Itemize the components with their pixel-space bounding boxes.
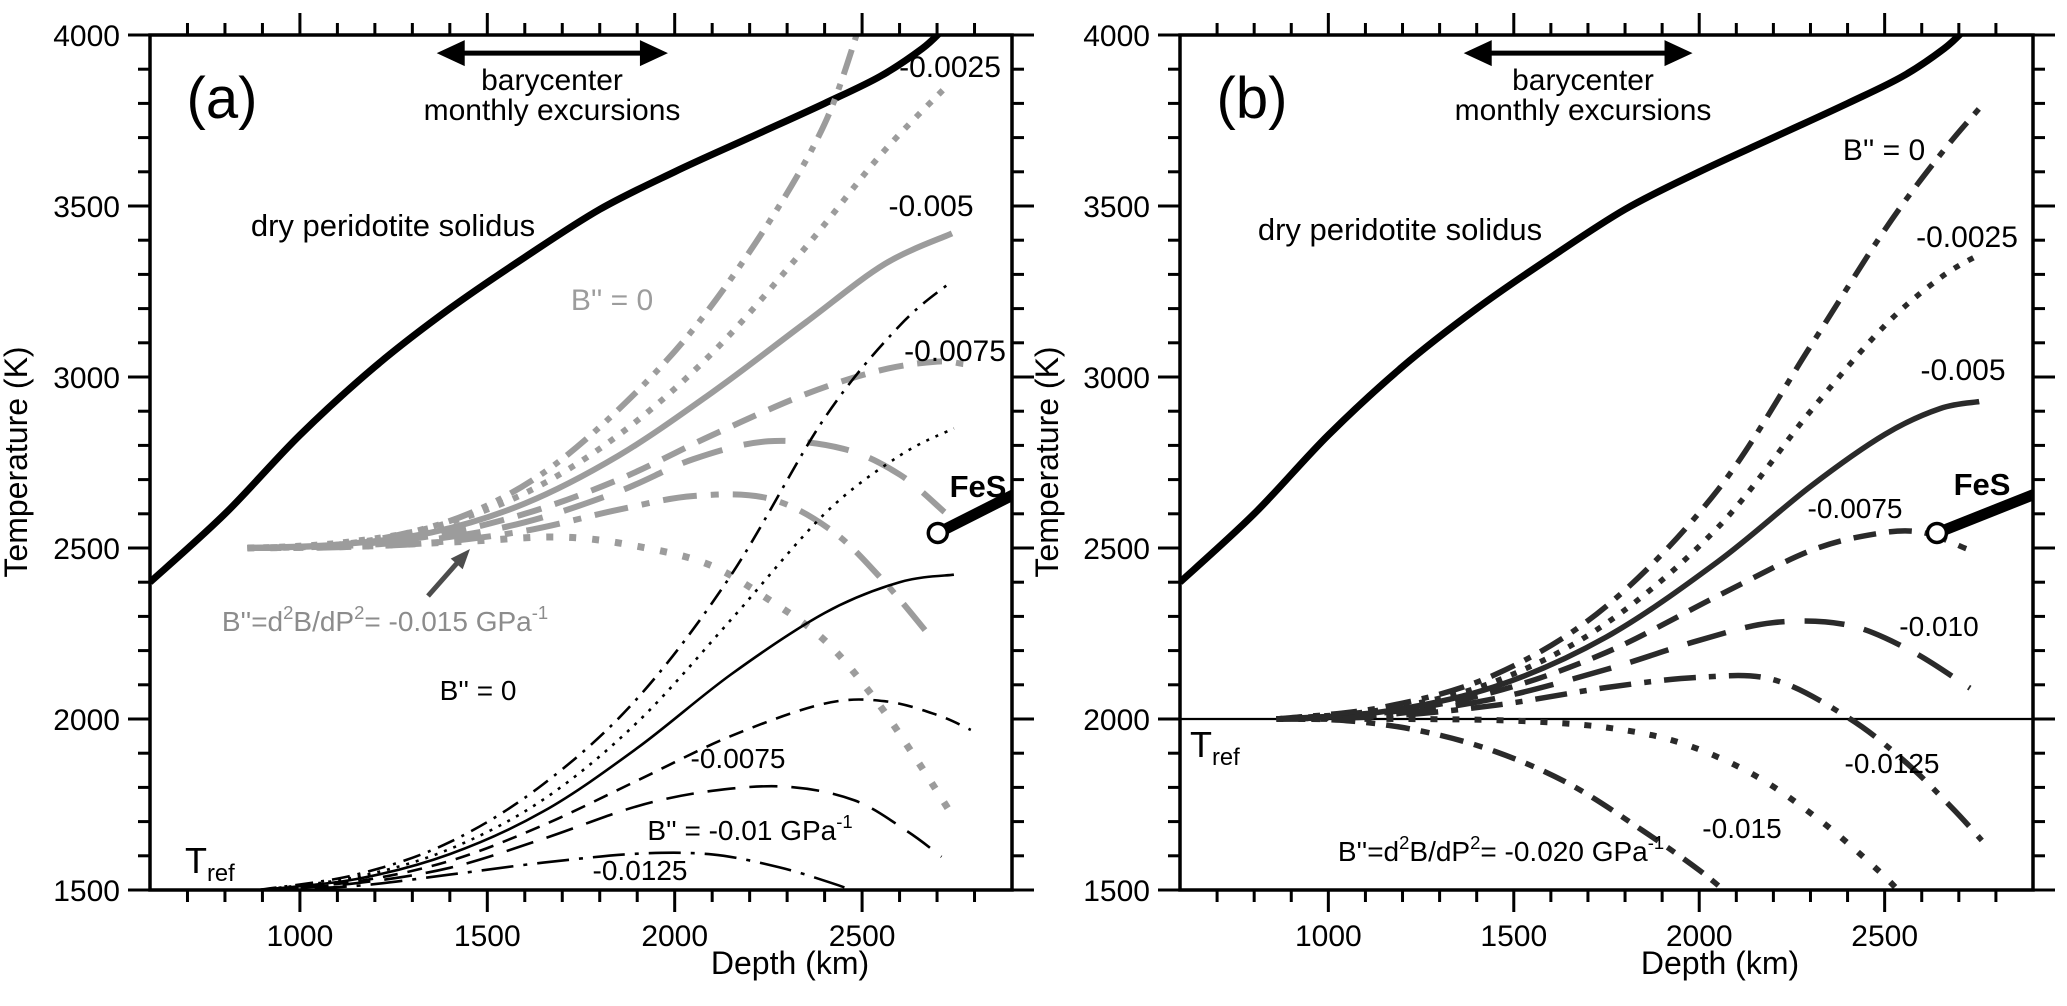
barycenter-caption-1-a: barycenter: [481, 64, 623, 97]
label-a-4: -0.005: [888, 190, 973, 223]
label-b-3: -0.0025: [1916, 221, 2018, 254]
curve-a-black-b0: [258, 280, 953, 890]
curve-b-b-005: [1276, 398, 1980, 722]
x-axis-title-a: Depth (km): [711, 945, 869, 981]
arrowhead-left-icon: [1463, 40, 1492, 67]
label-a-7: B'' = 0: [440, 675, 517, 706]
curves-a: [150, 35, 1012, 890]
label-a-12: FeS: [950, 469, 1007, 504]
label-a-1: dry peridotite solidus: [251, 208, 535, 243]
label-b-5: FeS: [1954, 467, 2011, 502]
barycenter-caption-2-a: monthly excursions: [424, 94, 681, 127]
y-tick-label-a-3000: 3000: [53, 362, 120, 395]
curve-b-b-0075: [1276, 528, 1968, 722]
y-tick-label-a-4000: 4000: [53, 20, 120, 53]
curve-a-black-0125: [258, 851, 856, 890]
curve-a-grey-010: [247, 437, 947, 551]
x-tick-label-b-2500: 2500: [1851, 920, 1918, 953]
label-b-1: dry peridotite solidus: [1258, 212, 1542, 247]
plot-frame-b: [1178, 33, 2035, 892]
y-tick-label-b-3000: 3000: [1083, 362, 1150, 395]
label-a-3: -0.0025: [899, 51, 1001, 84]
label-b-10: B''=d2B/dP2= -0.020 GPa-1: [1338, 832, 1664, 867]
label-b-6: -0.0075: [1808, 493, 1903, 524]
barycenter-arrow-a: [436, 40, 668, 67]
y-axis-title-b: Temperature (K): [1029, 346, 1065, 577]
y-tick-label-b-2000: 2000: [1083, 704, 1150, 737]
x-tick-label-b-1000: 1000: [1295, 920, 1362, 953]
y-axis-title-a: Temperature (K): [0, 346, 34, 577]
x-tick-label-b-1500: 1500: [1480, 920, 1547, 953]
barycenter-caption-1-b: barycenter: [1512, 64, 1654, 97]
fes-open-circle-a: [926, 521, 950, 545]
label-a-2: B'' = 0: [571, 284, 653, 317]
fes-open-circle-b: [1925, 521, 1949, 545]
label-a-5: -0.0075: [904, 335, 1006, 368]
label-a-0: (a): [187, 66, 258, 131]
curve-b-b-010: [1276, 618, 1972, 722]
curve-a-black-005: [258, 573, 955, 890]
y-tick-label-a-3500: 3500: [53, 191, 120, 224]
y-tick-label-b-3500: 3500: [1083, 191, 1150, 224]
label-b-8: -0.0125: [1845, 748, 1940, 779]
label-b-0: (b): [1217, 66, 1288, 131]
curve-b-b-0125: [1276, 672, 1984, 843]
fes-line-a: [935, 489, 1012, 538]
ticks-b: [1158, 13, 2055, 912]
y-tick-label-a-1500: 1500: [53, 875, 120, 908]
x-tick-label-b-2000: 2000: [1666, 920, 1733, 953]
panel-a: 1000 1500 2000 2500 1500 2000 2500 3000 3500 4000…: [0, 13, 1034, 981]
label-a-11: Tref: [185, 840, 235, 887]
curve-b-b-015: [1276, 715, 1902, 890]
label-a-9: B'' = -0.01 GPa-1: [647, 811, 852, 846]
label-b-9: -0.015: [1702, 813, 1781, 844]
barycenter-arrow-b: [1463, 40, 1693, 67]
curve-a-grey-015: [247, 533, 954, 814]
x-tick-label-a-2000: 2000: [641, 920, 708, 953]
pointer-arrow-icon: [426, 549, 470, 598]
label-b-11: Tref: [1190, 724, 1240, 771]
x-tick-label-a-1000: 1000: [267, 920, 334, 953]
y-tick-label-b-2500: 2500: [1083, 533, 1150, 566]
y-tick-label-a-2500: 2500: [53, 533, 120, 566]
label-a-6: B''=d2B/dP2= -0.015 GPa-1: [222, 602, 548, 637]
x-axis-title-b: Depth (km): [1641, 945, 1799, 981]
curve-b-b-b0: [1276, 106, 1982, 722]
ticks-a: [128, 13, 1034, 912]
y-tick-label-a-2000: 2000: [53, 704, 120, 737]
curves-b: [1180, 35, 2033, 890]
arrowhead-left-icon: [436, 40, 465, 67]
label-a-8: -0.0075: [691, 743, 786, 774]
y-tick-label-b-4000: 4000: [1083, 20, 1150, 53]
fes-line-b: [1934, 488, 2033, 539]
plot-frame-a: [148, 33, 1014, 892]
label-b-4: -0.005: [1920, 354, 2005, 387]
x-tick-label-a-2500: 2500: [829, 920, 896, 953]
x-tick-label-a-1500: 1500: [454, 920, 521, 953]
label-a-10: -0.0125: [593, 855, 688, 886]
curve-a-solidus: [150, 35, 943, 585]
curve-b-b-020: [1276, 716, 1728, 890]
label-b-2: B'' = 0: [1843, 134, 1925, 167]
barycenter-caption-2-b: monthly excursions: [1455, 94, 1712, 127]
arrowhead-right-icon: [639, 40, 668, 67]
label-b-7: -0.010: [1899, 611, 1978, 642]
panel-b: 1000 1500 2000 2500 1500 2000 2500 3000 3500 4000…: [1029, 13, 2055, 981]
arrowhead-right-icon: [1664, 40, 1693, 67]
y-tick-label-b-1500: 1500: [1083, 875, 1150, 908]
curve-b-solidus: [1180, 35, 1965, 585]
curve-a-black-010: [258, 784, 943, 890]
curve-a-black-0075: [258, 698, 972, 890]
